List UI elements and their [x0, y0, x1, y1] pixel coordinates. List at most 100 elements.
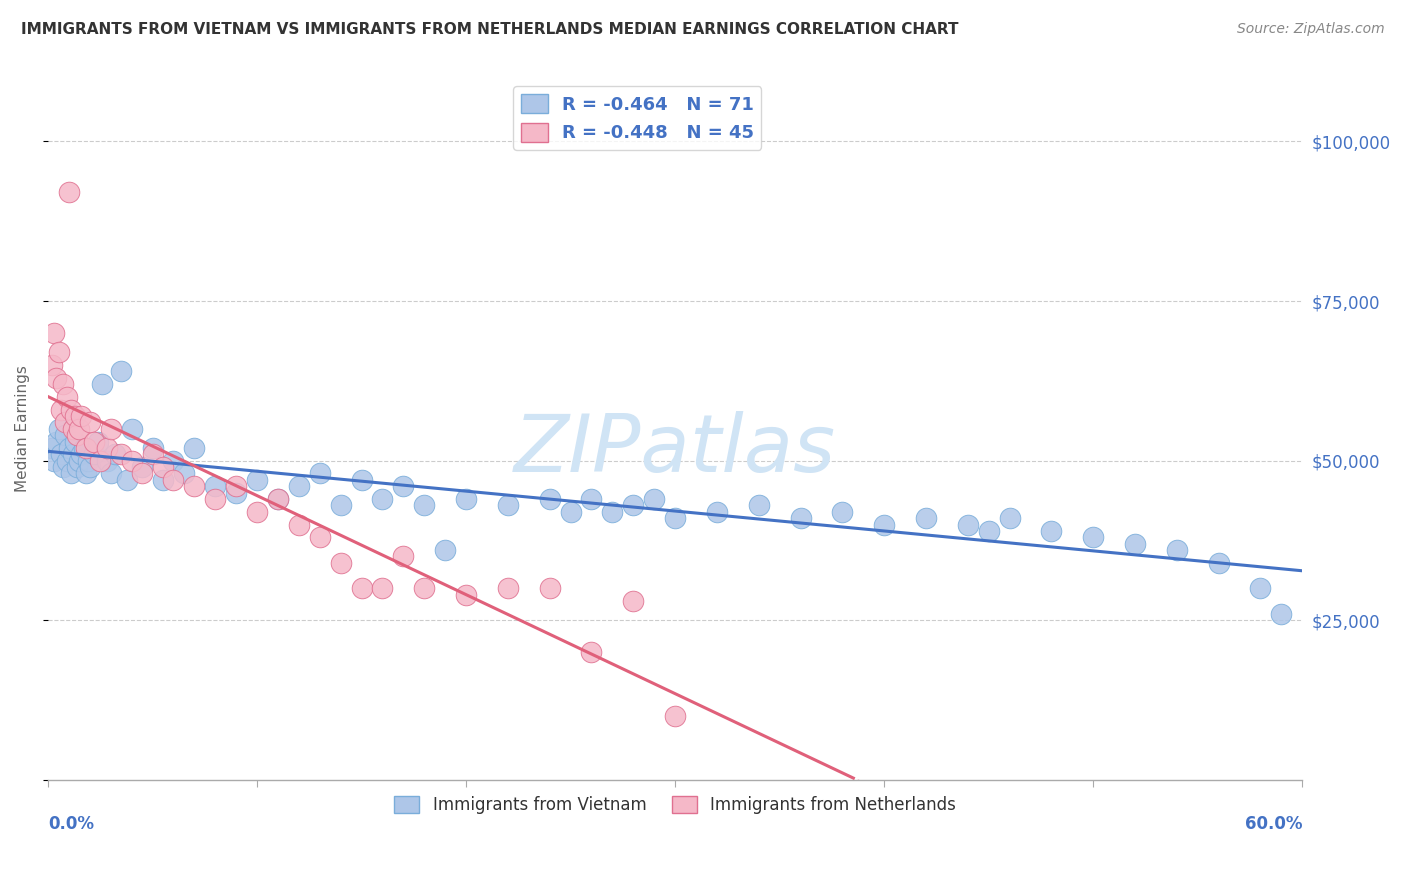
Text: IMMIGRANTS FROM VIETNAM VS IMMIGRANTS FROM NETHERLANDS MEDIAN EARNINGS CORRELATI: IMMIGRANTS FROM VIETNAM VS IMMIGRANTS FR…: [21, 22, 959, 37]
Point: [748, 499, 770, 513]
Y-axis label: Median Earnings: Median Earnings: [15, 366, 30, 492]
Point: [41, 358, 63, 372]
Point: [371, 491, 394, 506]
Point: [308, 530, 330, 544]
Point: [392, 479, 415, 493]
Text: Source: ZipAtlas.com: Source: ZipAtlas.com: [1237, 22, 1385, 37]
Point: [581, 491, 603, 506]
Point: [267, 491, 290, 506]
Point: [131, 460, 153, 475]
Point: [621, 499, 644, 513]
Point: [998, 511, 1021, 525]
Point: [152, 473, 174, 487]
Point: [246, 473, 269, 487]
Point: [789, 511, 811, 525]
Point: [70, 409, 93, 423]
Point: [560, 505, 582, 519]
Point: [371, 582, 394, 596]
Point: [454, 588, 477, 602]
Point: [131, 467, 153, 481]
Point: [246, 505, 269, 519]
Point: [1166, 543, 1188, 558]
Point: [48, 422, 70, 436]
Point: [392, 549, 415, 564]
Point: [79, 415, 101, 429]
Point: [75, 441, 97, 455]
Point: [121, 422, 143, 436]
Point: [288, 517, 311, 532]
Point: [434, 543, 457, 558]
Point: [110, 447, 132, 461]
Point: [45, 434, 67, 449]
Point: [664, 511, 686, 525]
Point: [350, 473, 373, 487]
Point: [204, 491, 226, 506]
Point: [60, 467, 83, 481]
Point: [66, 460, 89, 475]
Point: [91, 377, 114, 392]
Point: [152, 460, 174, 475]
Point: [62, 422, 84, 436]
Point: [162, 473, 184, 487]
Point: [329, 556, 352, 570]
Text: 60.0%: 60.0%: [1244, 815, 1302, 833]
Point: [56, 453, 79, 467]
Point: [52, 377, 75, 392]
Point: [56, 390, 79, 404]
Point: [496, 499, 519, 513]
Point: [89, 453, 111, 467]
Point: [183, 479, 205, 493]
Point: [96, 453, 118, 467]
Point: [413, 499, 436, 513]
Point: [413, 582, 436, 596]
Point: [66, 428, 89, 442]
Point: [454, 491, 477, 506]
Point: [67, 453, 90, 467]
Text: ZIPatlas: ZIPatlas: [515, 411, 837, 489]
Point: [83, 447, 105, 461]
Point: [267, 491, 290, 506]
Point: [41, 441, 63, 455]
Point: [350, 582, 373, 596]
Point: [1270, 607, 1292, 621]
Point: [1040, 524, 1063, 538]
Point: [62, 447, 84, 461]
Point: [225, 479, 247, 493]
Point: [72, 441, 94, 455]
Point: [1081, 530, 1104, 544]
Point: [204, 479, 226, 493]
Point: [538, 582, 561, 596]
Point: [53, 428, 76, 442]
Point: [288, 479, 311, 493]
Point: [117, 473, 139, 487]
Point: [581, 645, 603, 659]
Point: [873, 517, 896, 532]
Point: [104, 447, 127, 461]
Point: [87, 434, 110, 449]
Point: [58, 441, 80, 455]
Point: [76, 453, 98, 467]
Point: [329, 499, 352, 513]
Point: [65, 409, 87, 423]
Point: [67, 422, 90, 436]
Point: [49, 402, 72, 417]
Point: [48, 345, 70, 359]
Point: [162, 453, 184, 467]
Point: [142, 447, 165, 461]
Point: [496, 582, 519, 596]
Point: [956, 517, 979, 532]
Point: [1208, 556, 1230, 570]
Point: [83, 434, 105, 449]
Point: [915, 511, 938, 525]
Point: [308, 467, 330, 481]
Point: [831, 505, 853, 519]
Point: [225, 485, 247, 500]
Point: [142, 441, 165, 455]
Point: [79, 460, 101, 475]
Point: [70, 447, 93, 461]
Legend: Immigrants from Vietnam, Immigrants from Netherlands: Immigrants from Vietnam, Immigrants from…: [388, 789, 963, 821]
Point: [706, 505, 728, 519]
Point: [45, 370, 67, 384]
Point: [52, 460, 75, 475]
Point: [110, 364, 132, 378]
